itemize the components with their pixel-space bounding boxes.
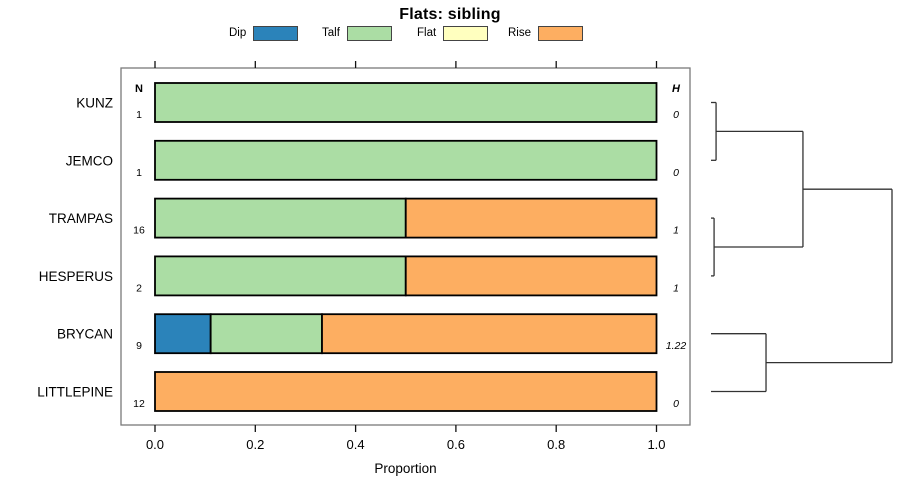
bar-segment-jemco-talf — [154, 139, 658, 181]
category-label-trampas: TRAMPAS — [49, 211, 113, 226]
category-label-littlepine: LITTLEPINE — [37, 385, 113, 400]
n-value-littlepine: 12 — [133, 398, 145, 410]
legend-label-talf: Talf — [322, 27, 340, 39]
bar-segment-trampas-talf — [154, 197, 407, 239]
x-tick-label: 0.2 — [246, 437, 264, 452]
legend-swatch-talf-icon — [346, 25, 392, 41]
n-value-hesperus: 2 — [136, 282, 142, 294]
h-value-littlepine: 0 — [673, 398, 679, 410]
category-label-brycan: BRYCAN — [57, 327, 113, 342]
chart-title: Flats: sibling — [399, 6, 501, 23]
category-label-hesperus: HESPERUS — [39, 269, 113, 284]
x-tick-label: 0.4 — [347, 437, 365, 452]
bar-segment-hesperus-rise — [404, 255, 658, 297]
h-value-trampas: 1 — [673, 225, 679, 237]
bar-segment-brycan-rise — [321, 313, 658, 355]
x-tick-label: 1.0 — [647, 437, 665, 452]
legend-label-dip: Dip — [229, 27, 247, 39]
h-value-kunz: 0 — [673, 109, 679, 121]
n-value-trampas: 16 — [133, 225, 145, 237]
legend-label-rise: Rise — [508, 27, 532, 39]
category-label-jemco: JEMCO — [66, 153, 113, 168]
h-value-brycan: 1.22 — [666, 340, 687, 352]
category-label-kunz: KUNZ — [76, 96, 113, 111]
bar-segment-littlepine-rise — [154, 371, 658, 412]
plot-frame — [120, 67, 691, 426]
h-column-header: H — [672, 83, 681, 95]
bar-segment-trampas-rise — [404, 197, 658, 239]
x-tick-label: 0.0 — [146, 437, 164, 452]
h-value-jemco: 0 — [673, 167, 679, 179]
legend-swatch-flat-icon — [443, 25, 489, 41]
bar-segment-brycan-dip — [154, 313, 212, 355]
legend-item-rise: Rise — [508, 25, 584, 41]
legend-swatch-rise-icon — [538, 25, 584, 41]
x-tick-label: 0.6 — [447, 437, 465, 452]
bar-segment-brycan-talf — [209, 313, 323, 355]
legend-item-flat: Flat — [417, 25, 489, 41]
x-axis-title: Proportion — [374, 461, 437, 476]
legend-item-talf: Talf — [322, 25, 392, 41]
legend-item-dip: Dip — [229, 25, 299, 41]
legend-label-flat: Flat — [417, 27, 437, 39]
n-value-jemco: 1 — [136, 167, 142, 179]
n-value-brycan: 9 — [136, 340, 142, 352]
bar-segment-hesperus-talf — [154, 255, 407, 297]
legend-swatch-dip-icon — [253, 25, 299, 41]
bar-segment-kunz-talf — [154, 82, 658, 123]
n-column-header: N — [135, 83, 143, 95]
h-value-hesperus: 1 — [673, 282, 679, 294]
x-tick-label: 0.8 — [547, 437, 565, 452]
n-value-kunz: 1 — [136, 109, 142, 121]
